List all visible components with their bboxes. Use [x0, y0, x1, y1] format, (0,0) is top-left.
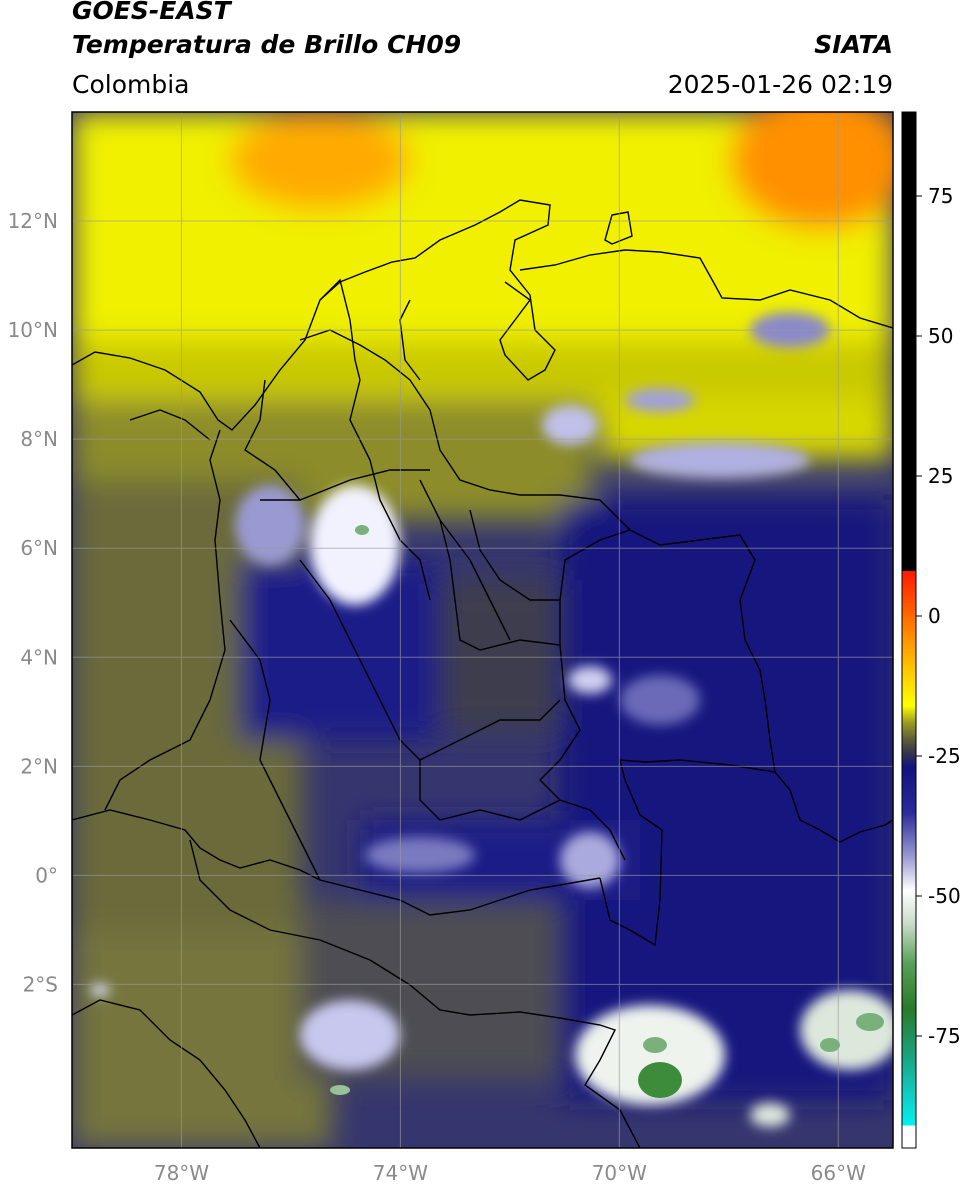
coastline-borders	[72, 199, 893, 1148]
colorbar-scale	[902, 112, 916, 1148]
colorbar-tick-label: -50	[928, 884, 961, 908]
colorbar-tick-label: -25	[928, 744, 961, 768]
brightness-temperature-field	[72, 112, 893, 1148]
lat-tick-label: 4°N	[20, 645, 58, 669]
lat-tick-label: 2°N	[20, 754, 58, 778]
product-title: Temperatura de Brillo CH09	[72, 30, 462, 59]
lat-tick-label: 8°N	[20, 427, 58, 451]
lat-tick-label: 6°N	[20, 536, 58, 560]
lat-tick-label: 2°S	[23, 972, 58, 996]
gridlines	[72, 112, 893, 1148]
satellite-title: GOES-EAST	[72, 0, 231, 25]
lon-tick-label: 74°W	[373, 1161, 428, 1185]
longitude-labels: 78°W 74°W 70°W 66°W	[154, 1161, 866, 1185]
region-label: Colombia	[72, 70, 190, 99]
lon-tick-label: 66°W	[811, 1161, 866, 1185]
lat-tick-label: 10°N	[8, 318, 58, 342]
lat-tick-label: 0°	[35, 863, 58, 887]
lon-tick-label: 78°W	[154, 1161, 209, 1185]
lon-tick-label: 70°W	[592, 1161, 647, 1185]
latitude-labels: 12°N 10°N 8°N 6°N 4°N 2°N 0° 2°S	[8, 209, 58, 996]
source-label: SIATA	[814, 30, 893, 59]
colorbar: 75 50 25 0 -25 -50 -75	[901, 111, 961, 1149]
map-frame	[71, 111, 894, 1149]
colorbar-tick-label: -75	[928, 1024, 961, 1048]
colorbar-tick-label: 75	[928, 184, 953, 208]
colorbar-tick-label: 0	[928, 604, 941, 628]
lat-tick-label: 12°N	[8, 209, 58, 233]
colorbar-tick-label: 50	[928, 324, 953, 348]
timestamp-label: 2025-01-26 02:19	[667, 70, 893, 99]
colorbar-tick-label: 25	[928, 464, 953, 488]
